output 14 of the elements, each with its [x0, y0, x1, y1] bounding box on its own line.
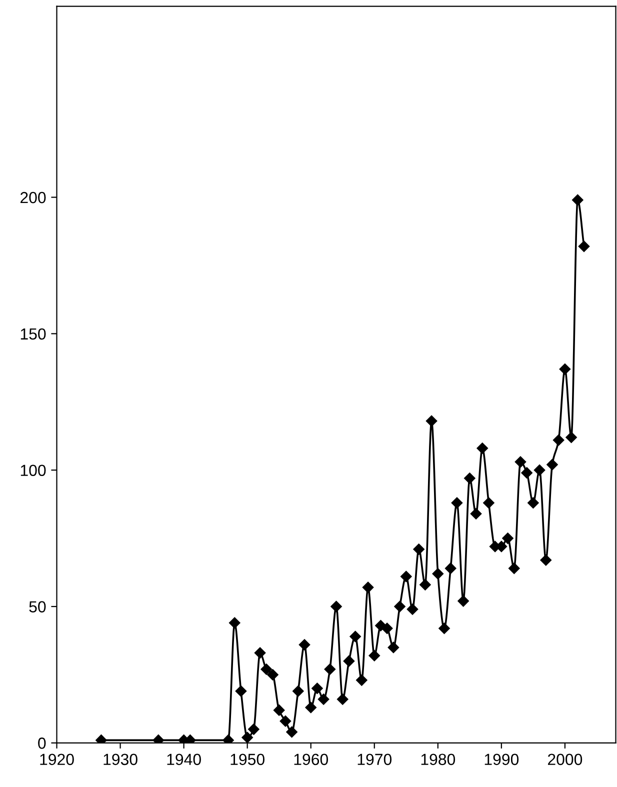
y-tick-label: 200	[20, 192, 46, 204]
y-tick-label: 0	[38, 738, 46, 749]
x-tick-label: 1940	[167, 754, 201, 766]
y-tick-label: 150	[20, 328, 46, 340]
x-tick-label: 1970	[358, 754, 392, 766]
x-tick-label: 1990	[484, 754, 519, 766]
x-tick-label: 1920	[40, 754, 74, 766]
x-tick-label: 1930	[104, 754, 138, 766]
x-tick-label: 2000	[548, 754, 582, 766]
y-tick-label: 100	[20, 464, 46, 476]
x-tick-label: 1960	[294, 754, 328, 766]
x-tick-label: 1950	[230, 754, 264, 766]
y-tick-label: 50	[29, 601, 46, 612]
x-tick-label: 1980	[421, 754, 456, 766]
